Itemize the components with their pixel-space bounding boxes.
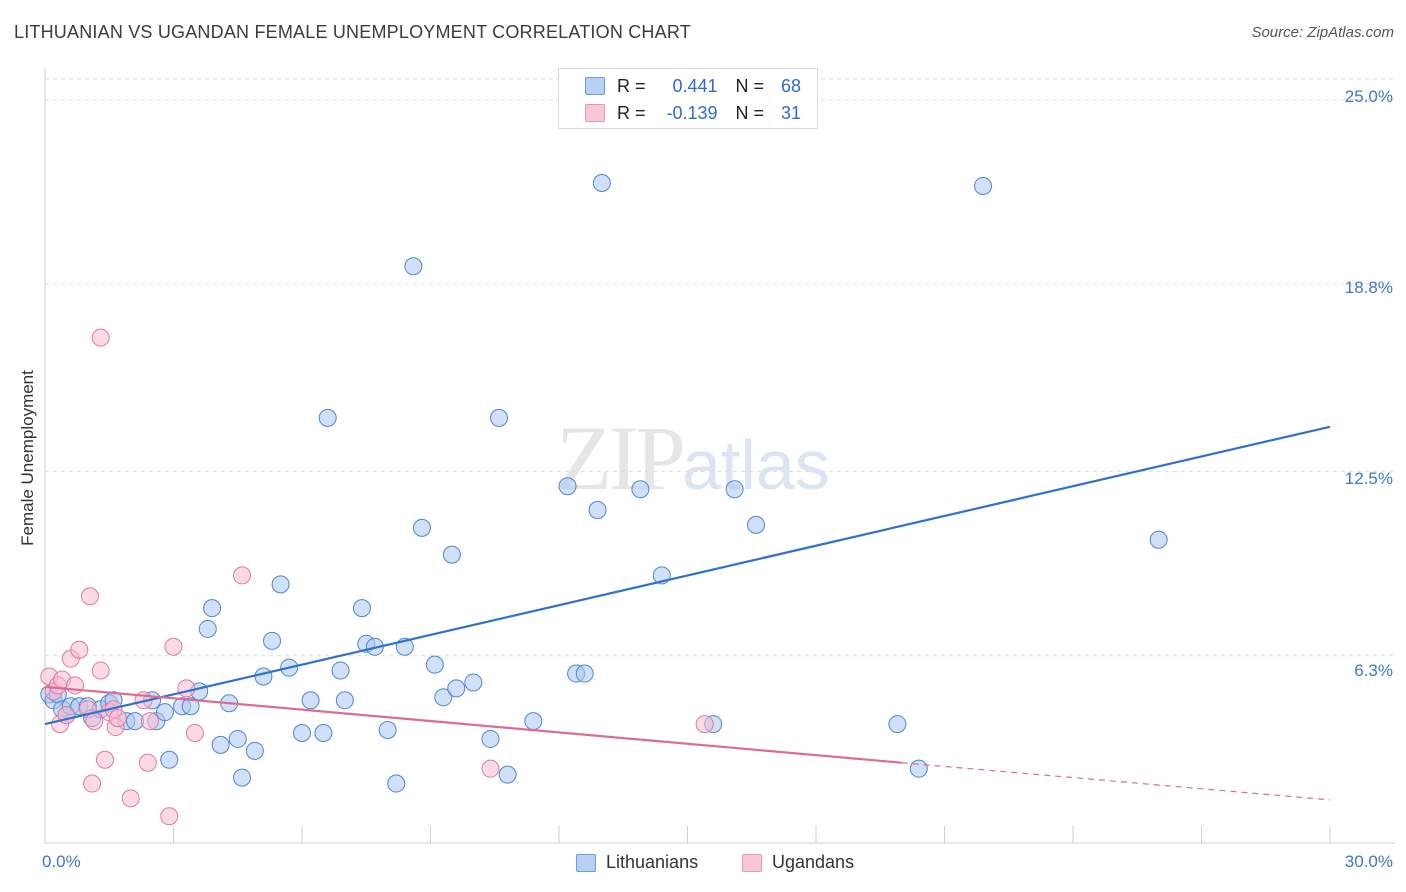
y-tick-label: 12.5% — [1344, 469, 1393, 488]
trend-line-extension-ugandans — [901, 762, 1331, 801]
watermark-zip: ZIP — [556, 407, 686, 509]
y-tick-label: 25.0% — [1344, 87, 1393, 106]
stats-legend: R = 0.441 N = 68 R = -0.139 N = 31 — [558, 68, 818, 129]
legend-n-value: 68 — [781, 75, 802, 96]
legend-r-label: R = — [617, 102, 646, 123]
point-lithuanians — [263, 631, 282, 650]
legend-r-value: -0.139 — [666, 102, 718, 123]
point-lithuanians — [404, 257, 423, 276]
point-lithuanians — [301, 691, 320, 710]
point-lithuanians — [271, 575, 290, 594]
legend-label-lithuanians: Lithuanians — [606, 852, 699, 872]
point-lithuanians — [592, 173, 611, 192]
point-ugandans — [80, 587, 99, 606]
point-lithuanians — [378, 721, 397, 740]
trend-line-ugandans — [44, 685, 902, 764]
point-ugandans — [140, 712, 159, 731]
point-ugandans — [83, 774, 102, 793]
point-lithuanians — [318, 408, 337, 427]
point-lithuanians — [425, 655, 444, 674]
point-lithuanians — [228, 729, 247, 748]
point-lithuanians — [575, 664, 594, 683]
trend-line-lithuanians — [44, 425, 1331, 726]
point-lithuanians — [293, 723, 311, 742]
watermark-atlas: atlas — [682, 426, 830, 504]
x-tick-label: 0.0% — [42, 852, 81, 871]
point-ugandans — [185, 723, 204, 742]
point-lithuanians — [434, 688, 453, 707]
point-lithuanians — [181, 697, 200, 716]
point-lithuanians — [314, 723, 333, 742]
point-ugandans — [95, 750, 114, 769]
point-lithuanians — [464, 673, 483, 692]
legend-n-value: 31 — [781, 102, 802, 123]
legend-label-ugandans: Ugandans — [772, 852, 855, 872]
point-ugandans — [233, 566, 252, 585]
legend-r-label: R = — [617, 75, 646, 96]
point-lithuanians — [233, 768, 252, 787]
point-ugandans — [91, 328, 110, 347]
point-lithuanians — [498, 765, 517, 784]
point-ugandans — [108, 709, 127, 728]
point-ugandans — [91, 661, 110, 680]
legend-swatch-lithuanians — [576, 853, 596, 872]
point-ugandans — [65, 676, 84, 695]
legend-swatch-ugandans — [742, 853, 762, 872]
point-lithuanians — [245, 741, 264, 760]
legend-item-ugandans[interactable]: Ugandans — [742, 852, 854, 873]
point-lithuanians — [198, 619, 217, 638]
point-lithuanians — [155, 703, 174, 722]
point-lithuanians — [490, 408, 509, 427]
point-lithuanians — [352, 599, 371, 618]
point-lithuanians — [203, 599, 222, 618]
legend-n-label: N = — [735, 75, 765, 96]
point-lithuanians — [447, 679, 466, 698]
point-lithuanians — [125, 712, 144, 731]
y-tick-label: 6.3% — [1354, 661, 1393, 680]
point-lithuanians — [387, 774, 406, 793]
legend-row-ugandans: R = -0.139 N = 31 — [585, 102, 801, 124]
legend-n-label: N = — [735, 102, 765, 123]
point-ugandans — [164, 637, 183, 656]
point-lithuanians — [331, 661, 350, 680]
legend-swatch-lithuanians — [585, 77, 605, 95]
point-lithuanians — [974, 176, 993, 195]
legend-r-value: 0.441 — [672, 75, 718, 96]
point-ugandans — [121, 789, 140, 808]
point-ugandans — [160, 807, 179, 826]
watermark: ZIPatlas — [556, 405, 830, 511]
source-label: Source: ZipAtlas.com — [1251, 24, 1394, 41]
point-lithuanians — [335, 691, 354, 710]
y-tick-label: 18.8% — [1344, 278, 1393, 297]
point-lithuanians — [558, 477, 577, 496]
x-tick-label: 30.0% — [1344, 852, 1393, 871]
point-lithuanians — [160, 750, 179, 769]
point-ugandans — [695, 715, 714, 734]
point-lithuanians — [481, 729, 500, 748]
point-ugandans — [481, 759, 500, 778]
legend-row-lithuanians: R = 0.441 N = 68 — [585, 75, 801, 97]
legend-item-lithuanians[interactable]: Lithuanians — [576, 852, 698, 873]
point-lithuanians — [1149, 530, 1168, 549]
point-lithuanians — [747, 515, 766, 534]
point-lithuanians — [211, 735, 230, 754]
legend-swatch-ugandans — [585, 104, 605, 122]
point-lithuanians — [888, 715, 907, 734]
point-lithuanians — [631, 480, 650, 499]
chart-title: LITHUANIAN VS UGANDAN FEMALE UNEMPLOYMEN… — [14, 22, 691, 42]
point-lithuanians — [412, 518, 431, 537]
point-lithuanians — [588, 501, 607, 520]
point-ugandans — [70, 640, 89, 659]
point-lithuanians — [909, 759, 928, 778]
point-lithuanians — [254, 667, 273, 686]
point-lithuanians — [524, 712, 543, 731]
point-ugandans — [177, 679, 196, 698]
point-lithuanians — [442, 545, 461, 564]
point-ugandans — [138, 753, 157, 772]
point-lithuanians — [725, 480, 744, 499]
